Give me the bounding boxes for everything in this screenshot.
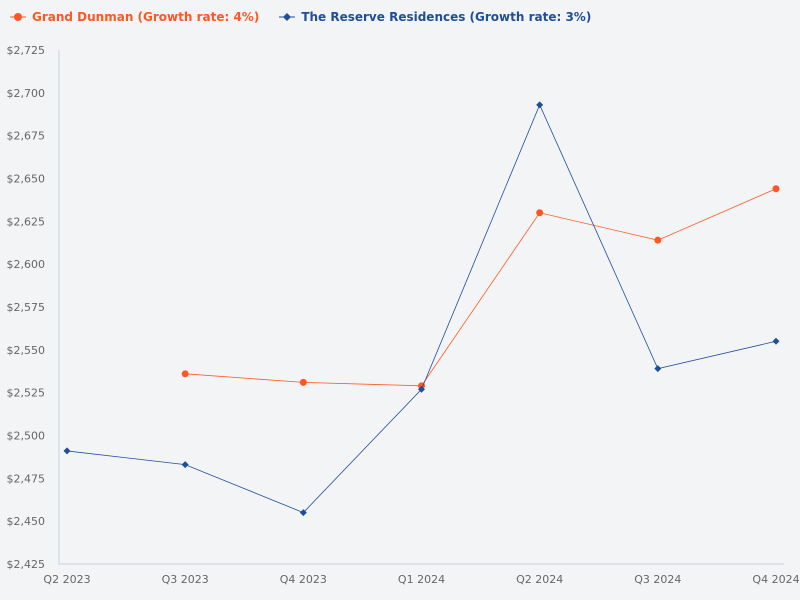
y-tick-label: $2,575 xyxy=(7,301,46,314)
data-point xyxy=(181,370,189,378)
legend-label: Grand Dunman (Growth rate: 4%) xyxy=(32,10,260,24)
y-tick-label: $2,550 xyxy=(7,344,46,357)
y-tick-label: $2,600 xyxy=(7,258,46,271)
data-point xyxy=(536,209,544,217)
y-tick-label: $2,700 xyxy=(7,87,46,100)
y-tick-label: $2,525 xyxy=(7,387,46,400)
legend-label: The Reserve Residences (Growth rate: 3%) xyxy=(301,10,592,24)
y-tick-label: $2,625 xyxy=(7,215,46,228)
x-tick-label: Q4 2024 xyxy=(752,573,799,586)
x-tick-label: Q2 2024 xyxy=(516,573,563,586)
x-tick-label: Q3 2024 xyxy=(634,573,681,586)
y-tick-label: $2,650 xyxy=(7,173,46,186)
data-point xyxy=(536,101,544,109)
data-point xyxy=(772,185,780,193)
y-tick-label: $2,450 xyxy=(7,515,46,528)
data-point xyxy=(181,461,189,469)
circle-marker-icon xyxy=(10,13,26,21)
data-point xyxy=(299,378,307,386)
x-tick-label: Q4 2023 xyxy=(280,573,327,586)
y-tick-label: $2,500 xyxy=(7,430,46,443)
legend: Grand Dunman (Growth rate: 4%) The Reser… xyxy=(10,10,591,24)
diamond-marker-icon xyxy=(279,13,296,21)
data-point xyxy=(418,385,425,393)
series-line xyxy=(185,188,777,387)
x-tick-label: Q1 2024 xyxy=(398,573,445,586)
series-line xyxy=(66,103,777,514)
data-point xyxy=(299,509,307,517)
x-tick-label: Q3 2023 xyxy=(162,573,209,586)
y-tick-label: $2,475 xyxy=(7,472,46,485)
legend-item-reserve-residences[interactable]: The Reserve Residences (Growth rate: 3%) xyxy=(279,10,591,24)
legend-item-grand-dunman[interactable]: Grand Dunman (Growth rate: 4%) xyxy=(10,10,259,24)
data-point xyxy=(654,236,662,244)
data-point xyxy=(654,365,662,373)
y-tick-label: $2,425 xyxy=(7,558,46,571)
data-point xyxy=(63,447,71,455)
data-point xyxy=(772,337,780,345)
y-tick-label: $2,725 xyxy=(7,44,46,57)
x-tick-label: Q2 2023 xyxy=(43,573,90,586)
y-tick-label: $2,675 xyxy=(7,130,46,143)
